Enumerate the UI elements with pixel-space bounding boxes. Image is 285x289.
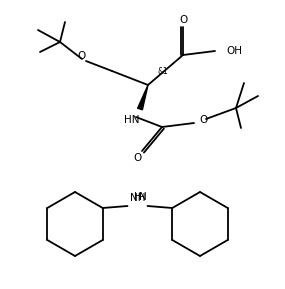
Text: N: N — [139, 192, 146, 202]
Text: O: O — [179, 15, 187, 25]
Text: H: H — [134, 192, 141, 202]
Polygon shape — [138, 85, 148, 110]
Text: NH: NH — [130, 193, 145, 203]
Text: &1: &1 — [158, 66, 169, 75]
Text: OH: OH — [226, 46, 242, 56]
Text: HN: HN — [124, 115, 140, 125]
Text: O: O — [77, 51, 85, 61]
Text: O: O — [199, 115, 207, 125]
Text: O: O — [134, 153, 142, 163]
